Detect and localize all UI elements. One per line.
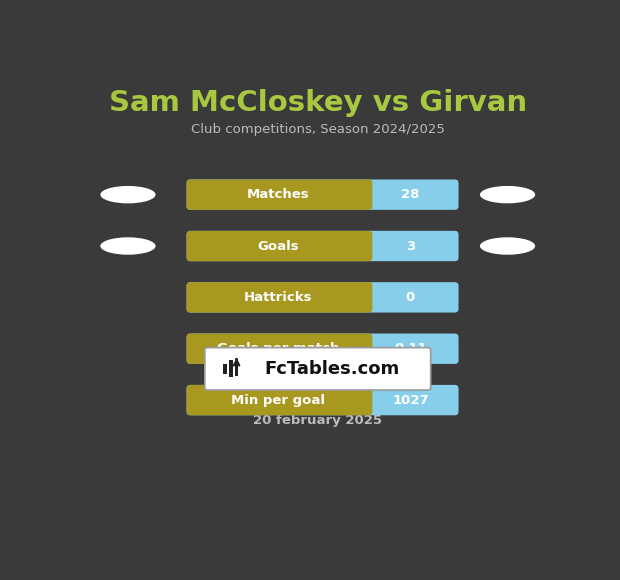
FancyBboxPatch shape	[187, 334, 459, 364]
Text: Sam McCloskey vs Girvan: Sam McCloskey vs Girvan	[108, 89, 527, 117]
Text: 20 february 2025: 20 february 2025	[253, 414, 383, 427]
FancyBboxPatch shape	[361, 389, 368, 412]
FancyBboxPatch shape	[223, 364, 227, 374]
FancyBboxPatch shape	[229, 360, 232, 378]
FancyBboxPatch shape	[234, 362, 239, 375]
FancyBboxPatch shape	[187, 179, 373, 210]
FancyBboxPatch shape	[361, 337, 368, 360]
FancyBboxPatch shape	[187, 282, 373, 313]
FancyBboxPatch shape	[361, 234, 368, 258]
Ellipse shape	[480, 186, 535, 204]
Ellipse shape	[480, 237, 535, 255]
Text: Hattricks: Hattricks	[244, 291, 312, 304]
Text: Goals: Goals	[257, 240, 299, 252]
Text: 0.11: 0.11	[394, 342, 427, 355]
Text: 28: 28	[401, 188, 420, 201]
Text: 3: 3	[406, 240, 415, 252]
FancyBboxPatch shape	[187, 179, 459, 210]
FancyBboxPatch shape	[205, 347, 431, 390]
Text: Club competitions, Season 2024/2025: Club competitions, Season 2024/2025	[191, 124, 445, 136]
Text: Goals per match: Goals per match	[217, 342, 339, 355]
Text: 0: 0	[406, 291, 415, 304]
Ellipse shape	[100, 237, 156, 255]
Text: Matches: Matches	[247, 188, 309, 201]
FancyBboxPatch shape	[361, 286, 368, 309]
FancyBboxPatch shape	[187, 385, 459, 415]
Text: FcTables.com: FcTables.com	[265, 360, 400, 378]
Text: 1027: 1027	[392, 394, 429, 407]
Ellipse shape	[100, 186, 156, 204]
FancyBboxPatch shape	[187, 231, 373, 261]
FancyBboxPatch shape	[187, 385, 373, 415]
Text: Min per goal: Min per goal	[231, 394, 326, 407]
FancyBboxPatch shape	[187, 334, 373, 364]
FancyBboxPatch shape	[187, 231, 459, 261]
FancyBboxPatch shape	[361, 183, 368, 206]
FancyBboxPatch shape	[187, 282, 459, 313]
